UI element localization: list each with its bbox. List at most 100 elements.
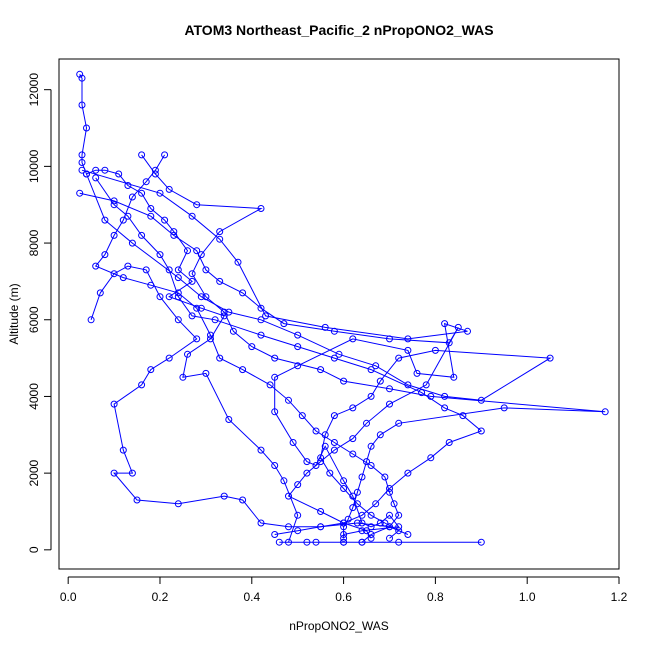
data-point: [312, 462, 320, 469]
data-point: [248, 343, 256, 351]
y-axis: 0 2000 4000 6000 8000 10000 12000: [27, 73, 52, 553]
data-point: [161, 151, 169, 159]
data-point: [174, 316, 182, 324]
data-point: [546, 354, 554, 362]
data-point: [239, 289, 247, 297]
data-point: [124, 262, 132, 270]
data-point: [349, 335, 357, 343]
data-point: [257, 205, 265, 212]
data-point: [179, 373, 187, 381]
data-point: [395, 538, 403, 546]
data-point: [477, 538, 485, 546]
data-point: [464, 327, 471, 335]
data-point: [280, 320, 288, 328]
data-point: [271, 373, 279, 381]
y-tick-label: 0: [27, 546, 41, 553]
data-point: [454, 323, 462, 331]
data-point: [404, 335, 412, 343]
data-point: [101, 251, 109, 259]
data-point: [363, 419, 370, 427]
data-point: [257, 519, 265, 527]
data-point: [395, 419, 403, 427]
data-point: [427, 454, 435, 462]
data-point: [193, 201, 201, 209]
data-point: [124, 182, 132, 189]
data-point: [76, 70, 84, 78]
data-point: [317, 454, 325, 462]
data-point: [174, 266, 182, 274]
data-point: [188, 212, 196, 220]
series-line: [141, 154, 606, 539]
data-point: [404, 531, 412, 538]
data-point: [133, 496, 141, 504]
profile-series: [83, 170, 554, 542]
data-point: [225, 416, 233, 423]
data-point: [188, 277, 196, 285]
data-point: [128, 239, 136, 247]
data-point: [174, 289, 182, 297]
series-line: [94, 154, 400, 543]
x-tick-label: 0.0: [60, 590, 77, 604]
data-point: [193, 247, 201, 255]
y-tick-label: 10000: [27, 149, 41, 183]
data-point: [330, 446, 338, 454]
data-point: [330, 412, 338, 420]
data-point: [386, 400, 393, 408]
profile-series: [92, 151, 403, 546]
data-point: [257, 316, 265, 324]
data-point: [161, 216, 169, 224]
data-point: [294, 362, 302, 370]
data-point: [367, 523, 375, 531]
data-point: [340, 477, 348, 485]
data-point: [110, 400, 118, 408]
data-point: [119, 216, 127, 224]
data-point: [78, 74, 86, 82]
data-point: [349, 450, 357, 458]
data-point: [330, 354, 338, 362]
data-point: [298, 412, 306, 420]
data-point: [174, 274, 182, 282]
data-point: [404, 346, 412, 354]
y-tick-label: 6000: [27, 306, 41, 333]
plot-area-frame: [58, 58, 620, 570]
data-point: [358, 538, 366, 546]
data-point: [262, 312, 270, 320]
data-point: [147, 212, 155, 220]
data-point: [78, 166, 86, 174]
data-point: [294, 481, 302, 489]
data-point: [395, 527, 403, 535]
data-point: [216, 277, 224, 285]
data-point: [367, 531, 375, 538]
data-point: [395, 511, 403, 519]
data-point: [96, 289, 104, 297]
data-point: [110, 469, 118, 477]
data-point: [445, 339, 453, 347]
data-point: [156, 293, 164, 301]
series-line: [86, 173, 552, 539]
data-point: [427, 392, 435, 400]
data-point: [101, 216, 109, 224]
data-point: [321, 442, 329, 450]
data-point: [275, 538, 283, 546]
data-point: [87, 316, 95, 324]
data-point: [138, 231, 146, 239]
data-point: [138, 381, 146, 389]
data-point: [156, 189, 164, 197]
x-tick-label: 0.6: [335, 590, 352, 604]
data-point: [450, 373, 458, 381]
data-point: [216, 235, 224, 243]
data-point: [193, 335, 201, 343]
data-point: [138, 151, 146, 159]
data-point: [404, 469, 412, 477]
data-point: [110, 201, 118, 209]
data-point: [386, 534, 393, 542]
data-point: [239, 496, 247, 504]
data-point: [101, 166, 109, 174]
data-point: [147, 205, 155, 212]
data-point: [386, 488, 393, 496]
y-tick-label: 8000: [27, 229, 41, 256]
data-point: [220, 308, 228, 316]
data-point: [188, 312, 196, 320]
data-point: [340, 538, 348, 546]
